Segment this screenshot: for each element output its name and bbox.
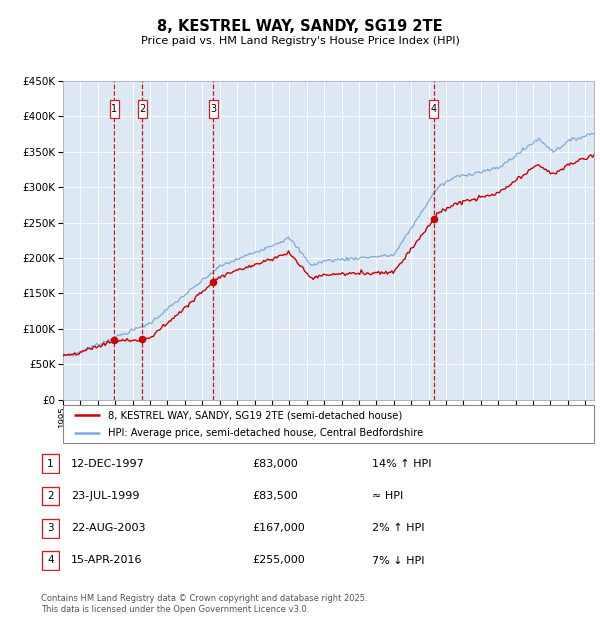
Text: 4: 4 (47, 556, 54, 565)
Text: ≈ HPI: ≈ HPI (372, 491, 403, 501)
Text: 2: 2 (47, 491, 54, 501)
Text: £83,500: £83,500 (252, 491, 298, 501)
Text: 23-JUL-1999: 23-JUL-1999 (71, 491, 139, 501)
Text: 1: 1 (111, 104, 118, 114)
Text: 2: 2 (139, 104, 146, 114)
Text: 15-APR-2016: 15-APR-2016 (71, 556, 142, 565)
Text: 1: 1 (47, 459, 54, 469)
Text: 12-DEC-1997: 12-DEC-1997 (71, 459, 145, 469)
Text: £167,000: £167,000 (252, 523, 305, 533)
Text: 8, KESTREL WAY, SANDY, SG19 2TE: 8, KESTREL WAY, SANDY, SG19 2TE (157, 19, 443, 33)
Text: HPI: Average price, semi-detached house, Central Bedfordshire: HPI: Average price, semi-detached house,… (108, 428, 424, 438)
Text: 8, KESTREL WAY, SANDY, SG19 2TE (semi-detached house): 8, KESTREL WAY, SANDY, SG19 2TE (semi-de… (108, 410, 403, 420)
Text: 7% ↓ HPI: 7% ↓ HPI (372, 556, 425, 565)
Text: Price paid vs. HM Land Registry's House Price Index (HPI): Price paid vs. HM Land Registry's House … (140, 36, 460, 46)
Text: Contains HM Land Registry data © Crown copyright and database right 2025.
This d: Contains HM Land Registry data © Crown c… (41, 595, 367, 614)
Text: £255,000: £255,000 (252, 556, 305, 565)
Text: 22-AUG-2003: 22-AUG-2003 (71, 523, 145, 533)
Text: 3: 3 (47, 523, 54, 533)
FancyBboxPatch shape (429, 100, 439, 118)
Text: 2% ↑ HPI: 2% ↑ HPI (372, 523, 425, 533)
FancyBboxPatch shape (110, 100, 119, 118)
Text: 14% ↑ HPI: 14% ↑ HPI (372, 459, 431, 469)
FancyBboxPatch shape (209, 100, 218, 118)
Text: 3: 3 (211, 104, 217, 114)
FancyBboxPatch shape (137, 100, 147, 118)
Text: 4: 4 (431, 104, 437, 114)
Text: £83,000: £83,000 (252, 459, 298, 469)
